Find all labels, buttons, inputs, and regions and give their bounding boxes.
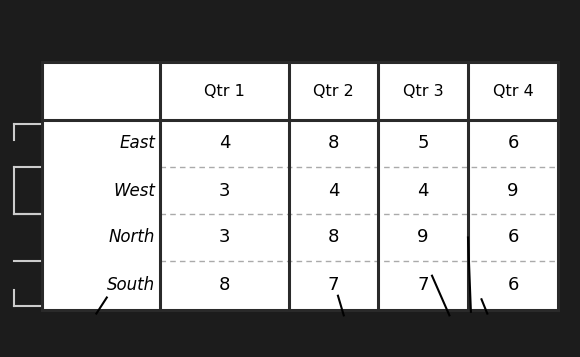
Text: 4: 4 bbox=[328, 181, 339, 200]
Text: 7: 7 bbox=[328, 277, 339, 295]
Text: East: East bbox=[119, 135, 155, 152]
Text: 3: 3 bbox=[219, 181, 230, 200]
Text: 9: 9 bbox=[508, 181, 519, 200]
Text: 8: 8 bbox=[328, 228, 339, 246]
Text: Qtr 2: Qtr 2 bbox=[313, 84, 354, 99]
Text: 8: 8 bbox=[219, 277, 230, 295]
Text: Qtr 4: Qtr 4 bbox=[492, 84, 534, 99]
Text: West: West bbox=[114, 181, 155, 200]
Text: 5: 5 bbox=[417, 135, 429, 152]
Text: 7: 7 bbox=[417, 277, 429, 295]
Text: South: South bbox=[107, 277, 155, 295]
Text: Qtr 3: Qtr 3 bbox=[403, 84, 443, 99]
Text: 4: 4 bbox=[417, 181, 429, 200]
Text: 6: 6 bbox=[508, 135, 519, 152]
Text: 6: 6 bbox=[508, 277, 519, 295]
Text: 4: 4 bbox=[219, 135, 230, 152]
Text: 6: 6 bbox=[508, 228, 519, 246]
Text: North: North bbox=[109, 228, 155, 246]
Text: Qtr 1: Qtr 1 bbox=[204, 84, 245, 99]
Bar bbox=[42, 62, 558, 310]
Bar bbox=[42, 62, 558, 310]
Text: 3: 3 bbox=[219, 228, 230, 246]
Text: 8: 8 bbox=[328, 135, 339, 152]
Text: 9: 9 bbox=[417, 228, 429, 246]
